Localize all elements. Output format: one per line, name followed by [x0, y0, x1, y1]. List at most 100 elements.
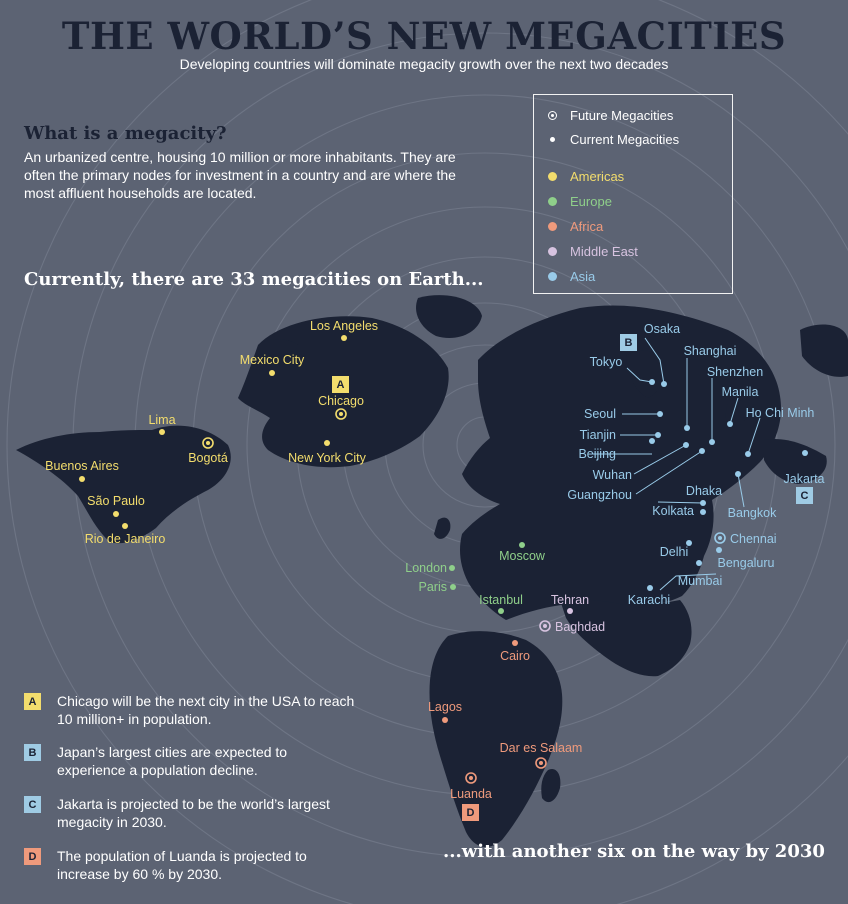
city-label: Ho Chi Minh: [746, 406, 815, 420]
landmass-south-america: [16, 425, 231, 544]
note-c: C Jakarta is projected to be the world’s…: [24, 795, 357, 831]
legend-item-europe: Europe: [534, 192, 612, 210]
city-delhi: Delhi: [660, 540, 692, 559]
landmass-alaska-arc: [258, 339, 300, 356]
current-megacity-marker: [449, 565, 455, 571]
landmass-indonesia: [764, 438, 827, 484]
city-label: Tehran: [551, 593, 589, 607]
future-megacity-marker: [714, 532, 726, 544]
current-megacity-marker: [159, 429, 165, 435]
city-label: Buenos Aires: [45, 459, 119, 473]
city-istanbul: Istanbul: [479, 593, 523, 614]
future-megacities-heading: ...with another six on the way by 2030: [443, 841, 825, 862]
city-label: Guangzhou: [567, 488, 632, 502]
note-text: Japan’s largest cities are expected to e…: [57, 744, 288, 778]
legend-label-europe: Europe: [570, 193, 612, 209]
map-marker-box-d: D: [462, 804, 479, 821]
city-label: Paris: [419, 580, 447, 594]
current-megacity-marker: [716, 547, 722, 553]
note-b: B Japan’s largest cities are expected to…: [24, 743, 357, 779]
city-label: Baghdad: [555, 620, 605, 634]
current-megacity-marker: [735, 471, 741, 477]
legend-label-future: Future Megacities: [570, 107, 674, 123]
current-megacity-marker: [745, 451, 751, 457]
middle-east-dot-icon: [547, 246, 557, 256]
city-label: Seoul: [584, 407, 616, 421]
city-bangkok: Bangkok: [728, 471, 777, 520]
city-label: Beijing: [578, 447, 616, 461]
legend-label-africa: Africa: [570, 218, 604, 234]
landmass-new-guinea: [800, 324, 848, 377]
map-marker-box-a: A: [332, 376, 349, 393]
map-marker-box-b: B: [620, 334, 637, 351]
city-label: Moscow: [499, 549, 546, 563]
city-label: Tianjin: [580, 428, 616, 442]
city-label: Osaka: [644, 322, 680, 336]
current-megacity-marker: [450, 584, 456, 590]
note-letter-box: D: [24, 848, 41, 865]
city-tianjin: Tianjin: [580, 428, 661, 442]
city-ho-chi-minh: Ho Chi Minh: [745, 406, 814, 457]
future-megacity-marker-core: [718, 536, 722, 540]
current-megacity-marker: [802, 450, 808, 456]
landmass-arabia-india: [560, 599, 692, 677]
city-guangzhou: Guangzhou: [567, 448, 705, 502]
city-label: Lagos: [428, 700, 462, 714]
legend-item-future: Future Megacities: [534, 106, 673, 124]
current-megacity-marker: [700, 500, 706, 506]
land-masses: [16, 295, 848, 847]
current-megacity-marker: [699, 448, 705, 454]
city-moscow: Moscow: [499, 542, 546, 563]
city-sao-paulo: São Paulo: [87, 494, 145, 517]
note-letter-box: A: [24, 693, 41, 710]
current-megacity-marker: [647, 585, 653, 591]
current-megacity-marker: [657, 411, 663, 417]
note-text: Jakarta is projected to be the world’s l…: [57, 796, 330, 830]
city-label: Manila: [722, 385, 759, 399]
europe-dot-icon: [547, 196, 557, 206]
current-megacity-marker: [649, 438, 655, 444]
current-megacity-marker: [512, 640, 518, 646]
city-label: Bangkok: [728, 506, 777, 520]
city-label: Shenzhen: [707, 365, 763, 379]
city-los-angeles: Los Angeles: [310, 319, 378, 341]
page-title: THE WORLD’S NEW MEGACITIES: [61, 14, 787, 58]
city-shanghai: Shanghai: [684, 344, 736, 431]
americas-dot-icon: [547, 171, 557, 181]
current-megacity-marker: [122, 523, 128, 529]
future-megacity-marker: [539, 620, 551, 632]
city-label: Karachi: [628, 593, 670, 607]
note-text: Chicago will be the next city in the USA…: [57, 693, 355, 727]
legend-item-current: Current Megacities: [534, 130, 679, 148]
city-cairo: Cairo: [500, 640, 530, 663]
current-marker-icon: [549, 136, 555, 142]
city-label: Jakarta: [784, 472, 825, 486]
city-lagos: Lagos: [428, 700, 462, 723]
legend-label-americas: Americas: [570, 168, 625, 184]
city-wuhan: Wuhan: [593, 442, 689, 482]
city-paris: Paris: [419, 580, 456, 594]
current-megacity-marker: [519, 542, 525, 548]
city-markers: Los Angeles Mexico City Chicago New York Ci…: [45, 319, 824, 801]
city-luanda: Luanda: [450, 772, 492, 801]
city-label: Dar es Salaam: [500, 741, 583, 755]
legend-item-middle-east: Middle East: [534, 242, 638, 260]
future-marker-icon: [547, 110, 557, 120]
current-megacity-marker: [269, 370, 275, 376]
city-label: Los Angeles: [310, 319, 378, 333]
city-osaka: Osaka: [644, 322, 680, 387]
city-baghdad: Baghdad: [539, 620, 605, 634]
legend-item-americas: Americas: [534, 167, 624, 185]
landmass-greenland: [416, 295, 482, 338]
current-megacity-marker: [684, 425, 690, 431]
current-megacity-marker: [661, 381, 667, 387]
city-bengaluru: Bengaluru: [716, 547, 775, 570]
city-label: Istanbul: [479, 593, 523, 607]
definition-heading: What is a megacity?: [24, 123, 227, 144]
landmass-africa: [429, 631, 563, 847]
current-megacity-marker: [498, 608, 504, 614]
current-megacity-marker: [567, 608, 573, 614]
city-label: Rio de Janeiro: [85, 532, 166, 546]
